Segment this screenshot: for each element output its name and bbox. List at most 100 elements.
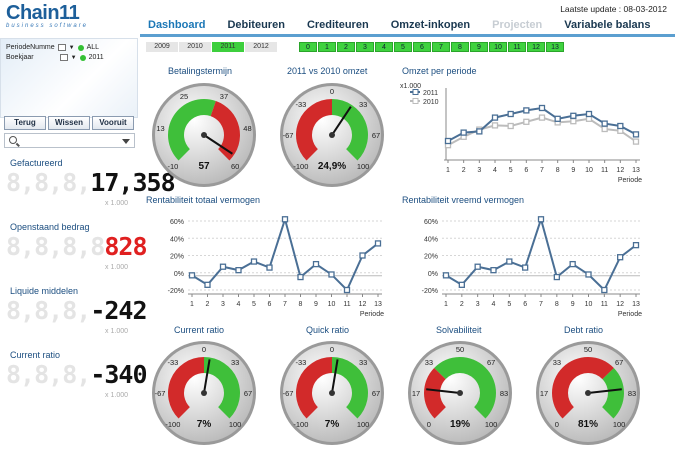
x-tick-label: 6 [523,301,527,308]
tab-omzet-inkopen[interactable]: Omzet-inkopen [390,19,471,31]
forward-button[interactable]: Vooruit [92,116,134,130]
period-2[interactable]: 2 [337,42,355,52]
data-point [460,129,467,136]
data-point [507,122,514,130]
gauge-tick-label: -33 [295,100,306,109]
kpi-liquide: Liquide middelen [10,286,78,296]
x-tick-label: 3 [221,301,225,308]
selection-row[interactable]: Boekjaar ▼ 2011 [6,54,104,61]
eraser-icon[interactable] [59,54,68,61]
period-11[interactable]: 11 [508,42,526,52]
x-tick-label: 11 [601,301,608,308]
data-point [617,122,624,130]
year-2011[interactable]: 2011 [212,42,244,52]
search-input[interactable] [4,133,135,148]
data-point [444,137,452,145]
gauge-betalingstermijn: -10 13 25 37 48 60 57 [148,79,260,193]
dropdown-icon[interactable]: ▼ [70,54,77,61]
period-1[interactable]: 1 [318,42,336,52]
gauge-svg: -100 -67 -33 0 33 67 100 7% [280,341,384,445]
period-13[interactable]: 13 [546,42,564,52]
x-tick-label: 5 [252,301,256,308]
gauge-tick-label: -100 [293,162,308,171]
x-tick-label: 2 [206,301,210,308]
period-7[interactable]: 7 [432,42,450,52]
period-8[interactable]: 8 [451,42,469,52]
gauge-value: 57 [198,161,210,172]
period-6[interactable]: 6 [413,42,431,52]
data-point [506,258,513,265]
data-point [266,264,273,271]
data-point [538,114,546,121]
x-tick-label: 9 [571,167,575,174]
year-2009[interactable]: 2009 [146,42,178,52]
data-point [632,138,640,145]
data-point [523,107,530,114]
series-line [191,215,379,292]
period-10[interactable]: 10 [489,42,507,52]
y-tick-label: 60% [424,219,438,226]
gauge-needle [203,359,211,394]
data-point [490,267,497,274]
period-4[interactable]: 4 [375,42,393,52]
data-point [554,115,561,122]
tab-projecten: Projecten [492,19,543,31]
x-tick-label: 1 [444,301,448,308]
x-tick-label: 10 [585,167,593,174]
gauge-tick-label: 83 [628,389,636,398]
gauge-solvabiliteit: 0 17 33 50 67 83 100 19% [404,337,516,451]
kpi-label: Gefactureerd [10,158,63,168]
year-2010[interactable]: 2010 [179,42,211,52]
data-point [204,281,211,288]
legend-label: 2010 [423,99,439,106]
tab-crediteuren[interactable]: Crediteuren [306,19,369,31]
kpi-value: 8,8,8,-242 [6,296,148,325]
gauge-omzet-vs: -100 -67 -33 0 33 67 100 24,9% [276,79,388,193]
gauge-green-band [602,367,624,419]
period-12[interactable]: 12 [527,42,545,52]
x-tick-label: 12 [359,301,367,308]
gauge-title: 2011 vs 2010 omzet [287,66,368,76]
period-9[interactable]: 9 [470,42,488,52]
x-tick-label: 2 [462,167,466,174]
x-tick-label: 13 [632,301,640,308]
gauge-tick-label: 67 [615,358,623,367]
period-0[interactable]: 0 [299,42,317,52]
clear-button[interactable]: Wissen [48,116,90,130]
gauge-value: 7% [197,419,212,430]
gauge-value: 81% [578,419,598,430]
period-5[interactable]: 5 [394,42,412,52]
gauge-tick-label: -100 [165,420,180,429]
x-tick-label: 9 [314,301,318,308]
y-tick-label: 0% [428,271,438,278]
gauge-red-band [424,367,446,419]
eraser-icon[interactable] [57,44,66,51]
x-tick-label: 2 [460,301,464,308]
data-point [442,272,450,279]
back-button[interactable]: Terug [4,116,46,130]
selection-row[interactable]: PeriodeNumme ▼ ALL [6,44,99,51]
data-point [522,264,529,271]
kpi-label: Openstaand bedrag [10,222,90,232]
kpi-label: Liquide middelen [10,286,79,296]
gauge-tick-label: -67 [283,131,294,140]
chevron-down-icon[interactable] [122,139,130,144]
selection-value: ALL [86,44,100,51]
year-2012[interactable]: 2012 [245,42,277,52]
period-3[interactable]: 3 [356,42,374,52]
tab-debiteuren[interactable]: Debiteuren [227,19,285,31]
gauge-tick-label: 100 [613,420,626,429]
tab-variabele-balans[interactable]: Variabele balans [564,19,651,31]
status-dot-icon [79,54,86,61]
tab-dashboard[interactable]: Dashboard [148,19,206,31]
data-point [523,118,530,125]
x-tick-label: 7 [283,301,287,308]
gauge-tick-label: 17 [540,389,548,398]
dropdown-icon[interactable]: ▼ [68,44,75,51]
gauge-tick-label: 67 [372,131,380,140]
nav-buttons: Terug Wissen Vooruit [4,116,134,130]
y-tick-label: 60% [170,219,184,226]
data-point [569,260,576,268]
x-tick-label: 4 [493,167,497,174]
x-tick-label: 8 [555,301,559,308]
